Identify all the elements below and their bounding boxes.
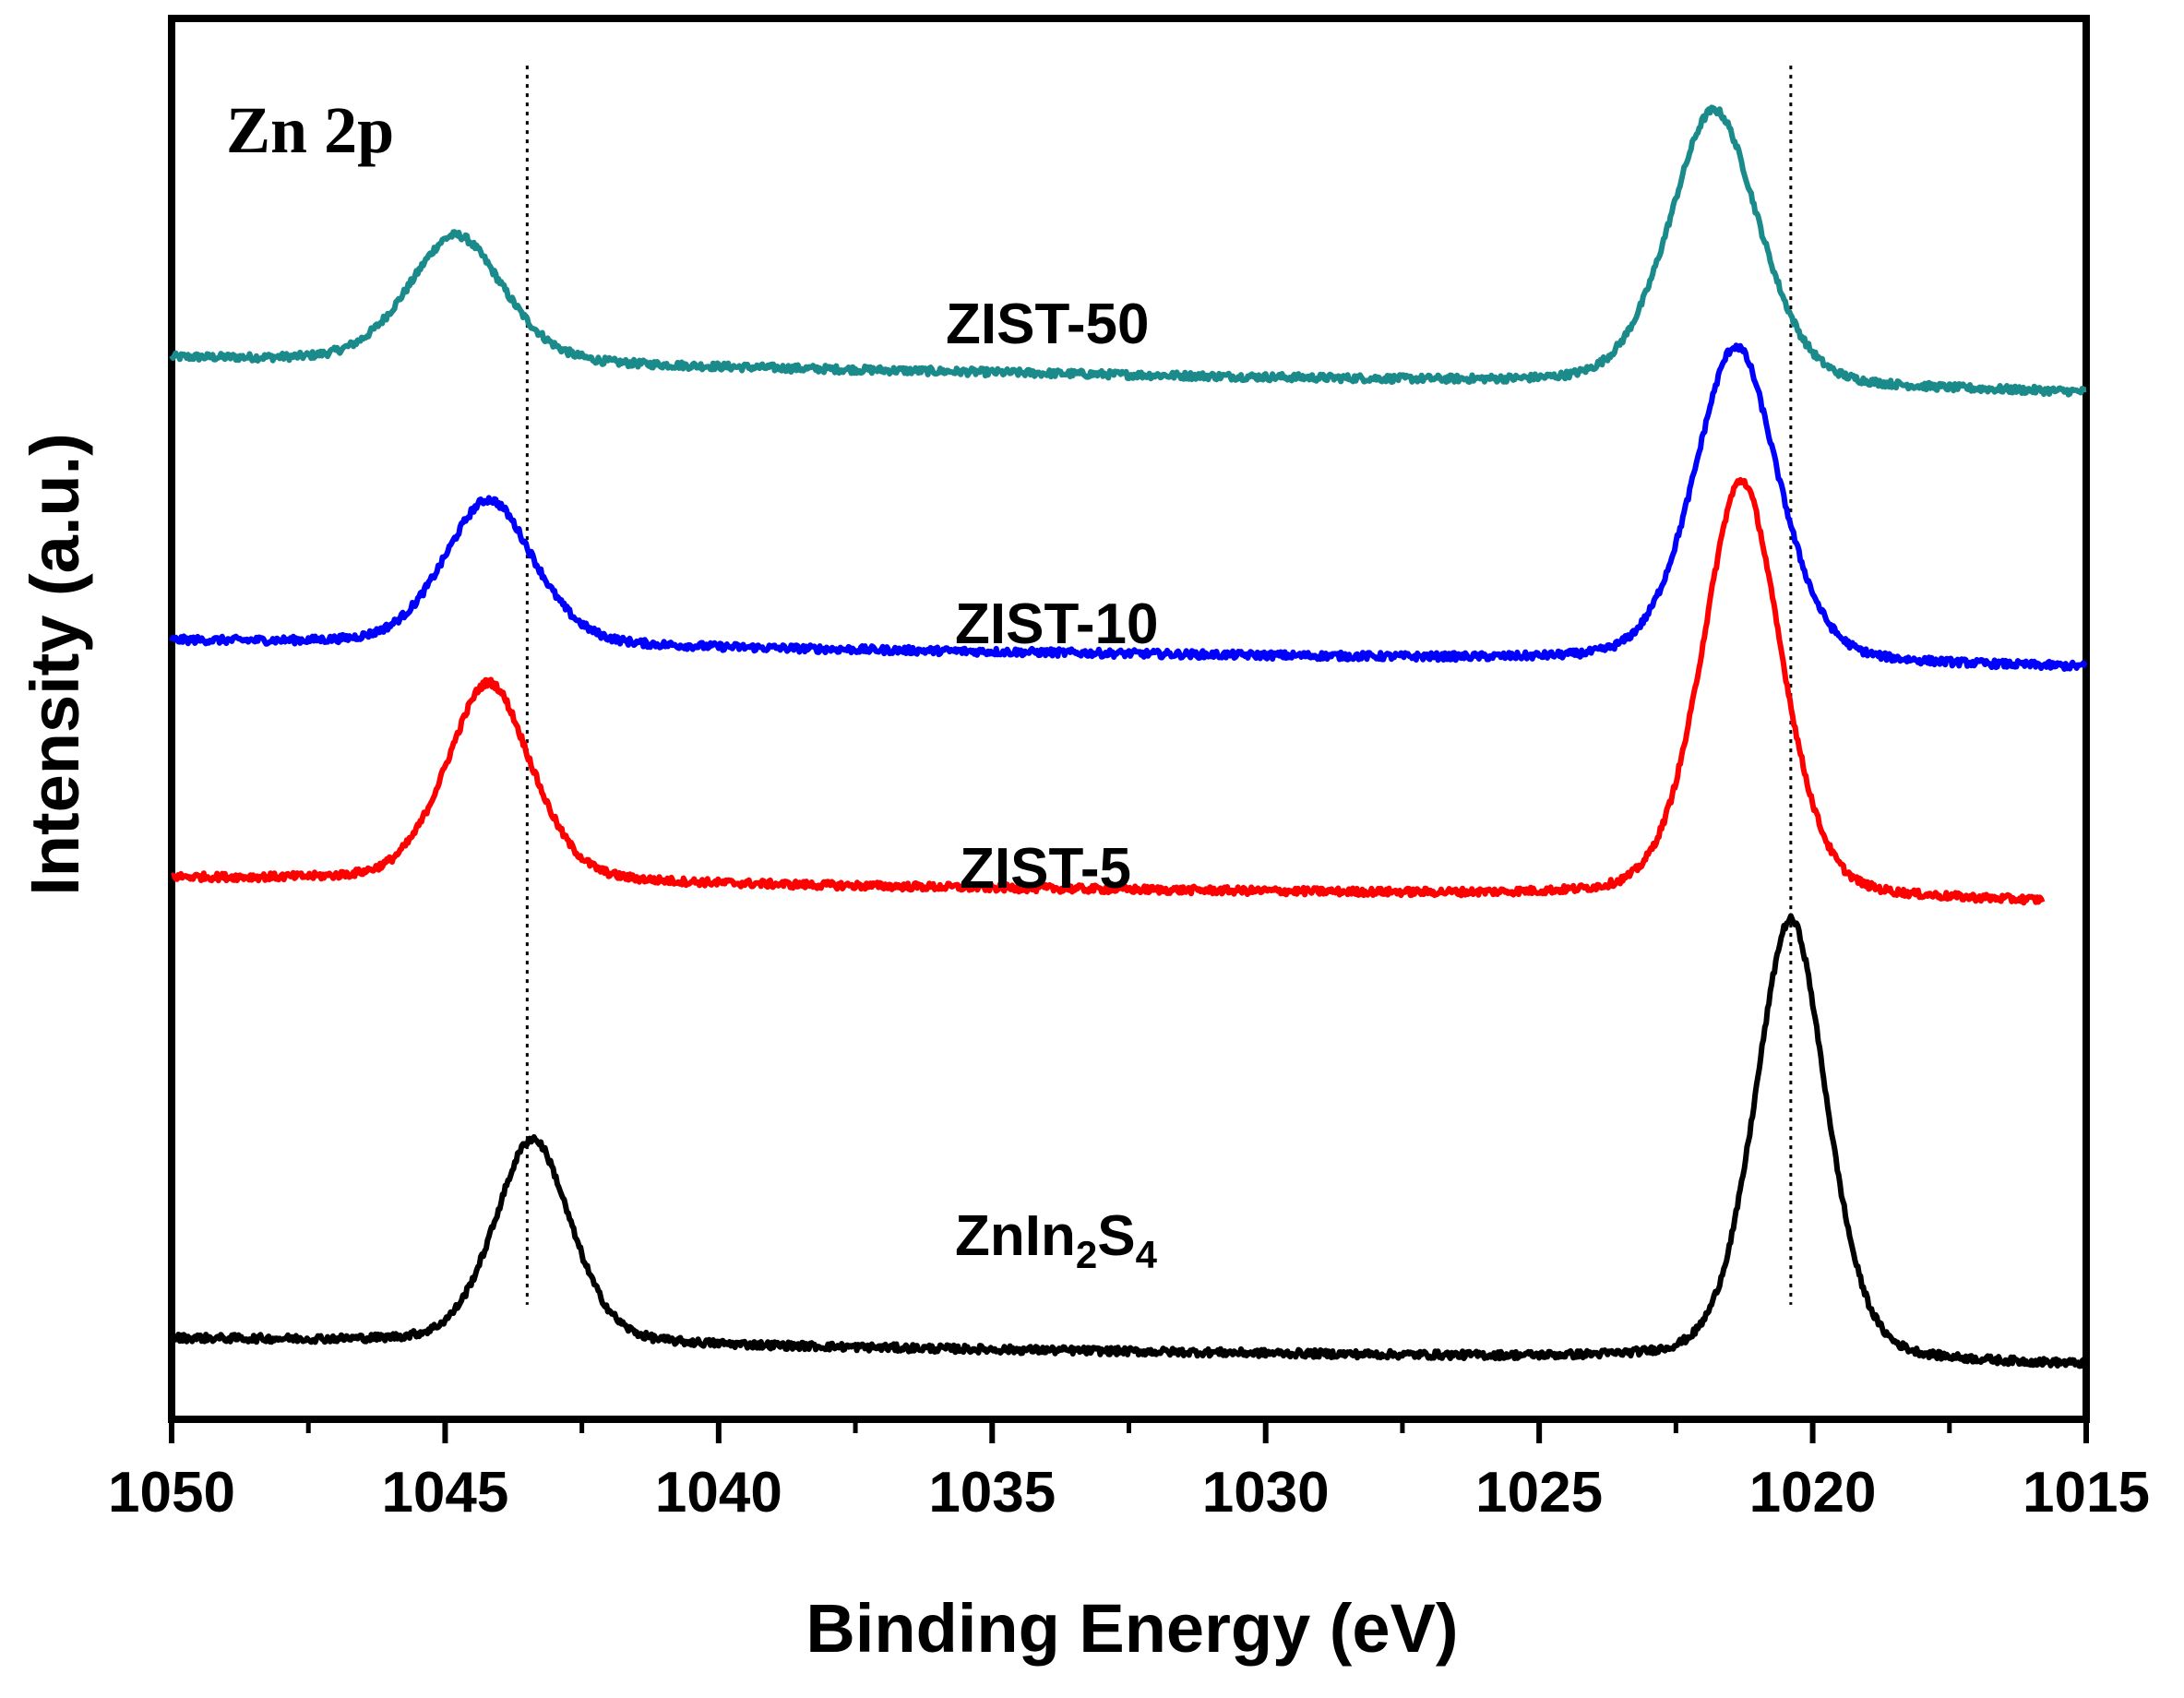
- series-line-zist-10: [169, 342, 2088, 672]
- znin2s4-label-part2: S: [1097, 1204, 1135, 1268]
- series-group: [169, 104, 2088, 1369]
- x-tick-label: 1020: [1749, 1461, 1877, 1525]
- series-label-zist-5: ZIST-5: [960, 837, 1131, 901]
- x-tick-label: 1015: [2023, 1461, 2150, 1525]
- y-axis-title: Intensity (a.u.): [17, 433, 93, 896]
- x-tick-label: 1030: [1202, 1461, 1330, 1525]
- panel-label: Zn 2p: [226, 93, 394, 167]
- x-tick-label: 1045: [381, 1461, 508, 1525]
- znin2s4-label-sub2: 4: [1136, 1233, 1158, 1276]
- x-ticks: 1050 1045 1040 1035 1030 1025 1020 1015: [108, 1419, 2150, 1525]
- x-tick-label: 1050: [108, 1461, 235, 1525]
- znin2s4-label-part1: ZnIn: [955, 1204, 1076, 1268]
- series-line-zist-5: [170, 476, 2046, 906]
- series-label-znin2s4: ZnIn2S4: [955, 1204, 1158, 1276]
- series-line-zist-50: [169, 104, 2088, 398]
- reference-lines: [525, 66, 1793, 1305]
- series-label-zist-10: ZIST-10: [955, 592, 1159, 656]
- series-label-zist-50: ZIST-50: [946, 293, 1150, 356]
- x-tick-label: 1040: [655, 1461, 782, 1525]
- series-line-znin2s4: [169, 913, 2088, 1369]
- x-axis-title: Binding Energy (eV): [806, 1590, 1458, 1667]
- x-tick-label: 1035: [928, 1461, 1056, 1525]
- znin2s4-label-sub1: 2: [1076, 1233, 1097, 1276]
- x-tick-label: 1025: [1475, 1461, 1603, 1525]
